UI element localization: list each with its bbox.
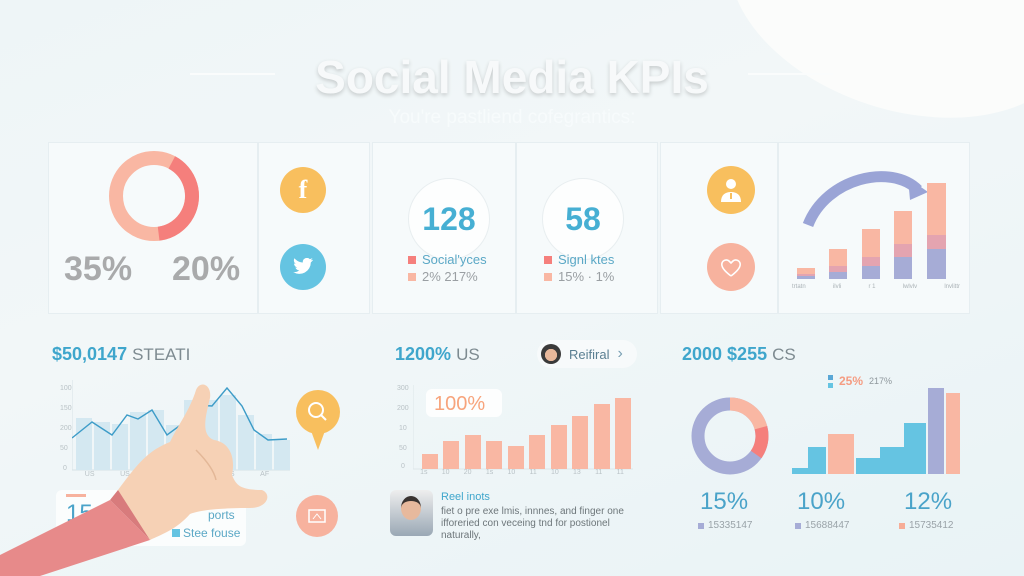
heart-icon[interactable] xyxy=(707,243,755,291)
cost-bar-chart xyxy=(792,388,960,474)
hand-illustration xyxy=(0,384,268,576)
page-subtitle: You're pastliend cofegrantics: xyxy=(388,107,636,128)
avatar xyxy=(541,344,561,364)
growth-stacked-bar-chart xyxy=(797,171,946,279)
referral-button[interactable]: Reifiral › xyxy=(537,340,637,368)
pct-right: 20% xyxy=(172,250,241,288)
panel-social-icons xyxy=(258,142,370,314)
kpi-2-value: 10% xyxy=(797,488,846,515)
ring-chart xyxy=(691,397,769,475)
metric-1-legend-2: 2% 217% xyxy=(408,269,478,284)
chart-legend: 25% 217% xyxy=(828,374,892,388)
y-tick: 150 xyxy=(60,405,72,412)
growth-x-labels: trtatn ilvli r 1 lwlvlv lnvlittr xyxy=(792,284,960,290)
title-divider-right xyxy=(748,73,833,75)
metric-2-legend-1: Signl ktes xyxy=(544,252,614,267)
metric-2-legend-2: 15% · 1% xyxy=(544,269,614,284)
metric-1-value: 128 xyxy=(422,200,476,237)
growth-headline: 1200% US xyxy=(395,344,480,364)
metric-1-circle: 128 xyxy=(408,178,490,260)
y-tick: 50 xyxy=(399,445,407,452)
y-tick: 10 xyxy=(399,425,407,432)
page-title: Social Media KPIs xyxy=(315,51,709,103)
metric-1-legend-1: Social'yces xyxy=(408,252,487,267)
chevron-right-icon: › xyxy=(617,345,623,362)
metric-2-value: 58 xyxy=(565,200,601,237)
twitter-icon[interactable] xyxy=(280,244,326,290)
growth-x-labels: 1s 10 20 1s 10 11 10 13 11 11 xyxy=(420,469,624,476)
percent-badge: 100% xyxy=(426,389,502,417)
pct-left: 35% xyxy=(64,250,133,288)
referral-label: Reifiral xyxy=(569,346,610,362)
post-card-label: ports xyxy=(208,508,235,522)
donut-chart xyxy=(109,150,199,241)
metric-2-circle: 58 xyxy=(542,178,624,260)
y-tick: 200 xyxy=(60,425,72,432)
facebook-icon[interactable]: f xyxy=(280,167,326,213)
kpi-3-sub: 15735412 xyxy=(899,520,954,531)
search-pin-icon[interactable] xyxy=(296,390,340,450)
note-text: fiet o pre exe lmis, innnes, and finger … xyxy=(441,506,624,541)
note-title: Reel inots xyxy=(441,491,490,503)
image-icon[interactable] xyxy=(296,495,338,537)
kpi-3-value: 12% xyxy=(904,488,953,515)
kpi-1-value: 15% xyxy=(700,488,749,515)
growth-bar-chart xyxy=(413,385,633,470)
y-tick: 300 xyxy=(397,385,409,392)
kpi-1-sub: 15335147 xyxy=(698,520,753,531)
y-tick: 100 xyxy=(60,385,72,392)
y-tick: 50 xyxy=(60,445,68,452)
title-divider-left xyxy=(190,73,275,75)
revenue-headline: $50,0147 STEATI xyxy=(52,344,191,364)
y-tick: 200 xyxy=(397,405,409,412)
y-tick: 0 xyxy=(401,463,405,470)
kpi-2-sub: 15688447 xyxy=(795,520,850,531)
cost-headline: 2000 $255 CS xyxy=(682,344,796,364)
reviewer-photo xyxy=(390,490,433,536)
user-icon[interactable] xyxy=(707,166,755,214)
post-card-legend: Stee fouse xyxy=(172,526,240,540)
y-tick: 0 xyxy=(63,465,67,472)
